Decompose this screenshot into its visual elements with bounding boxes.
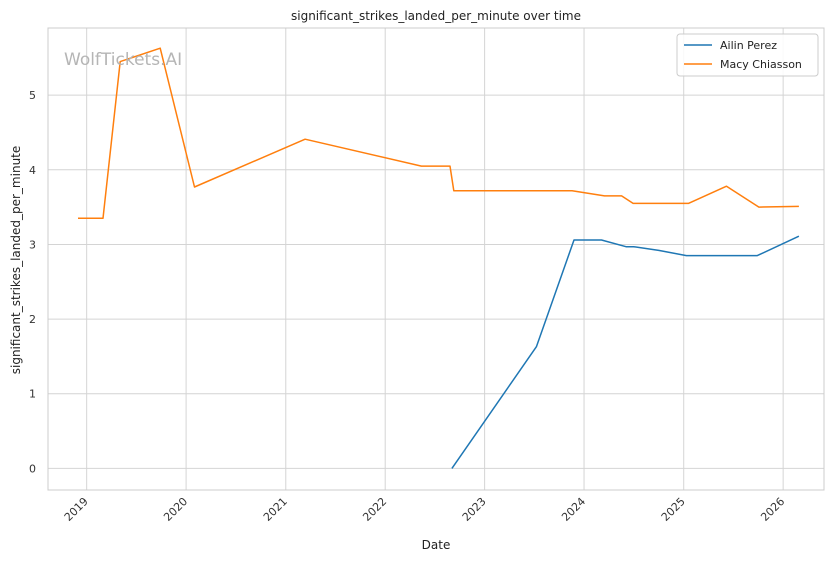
series-lines: [78, 47, 800, 469]
legend-label: Ailin Perez: [720, 39, 777, 52]
series-line-2: [78, 47, 799, 220]
legend-frame: [676, 33, 819, 77]
chart-title: significant_strikes_landed_per_minute ov…: [291, 9, 581, 23]
y-tick-label: 2: [29, 313, 36, 326]
y-tick-label: 1: [29, 388, 36, 401]
y-axis-ticks: 0 1 2 3 4 5: [29, 89, 36, 475]
plot-area-frame: [47, 27, 825, 491]
x-axis-label: Date: [422, 538, 451, 552]
watermark: WolfTickets.AI: [64, 50, 182, 70]
y-tick-label: 0: [29, 462, 36, 475]
y-tick-label: 4: [29, 164, 36, 177]
y-axis-label: significant_strikes_landed_per_minute: [9, 146, 23, 375]
grid-lines: [48, 28, 824, 490]
series-line-1: [451, 235, 800, 469]
y-tick-label: 5: [29, 89, 36, 102]
y-tick-label: 3: [29, 238, 36, 251]
legend-label: Macy Chiasson: [720, 58, 802, 71]
legend: Ailin Perez Macy Chiasson: [676, 33, 819, 77]
